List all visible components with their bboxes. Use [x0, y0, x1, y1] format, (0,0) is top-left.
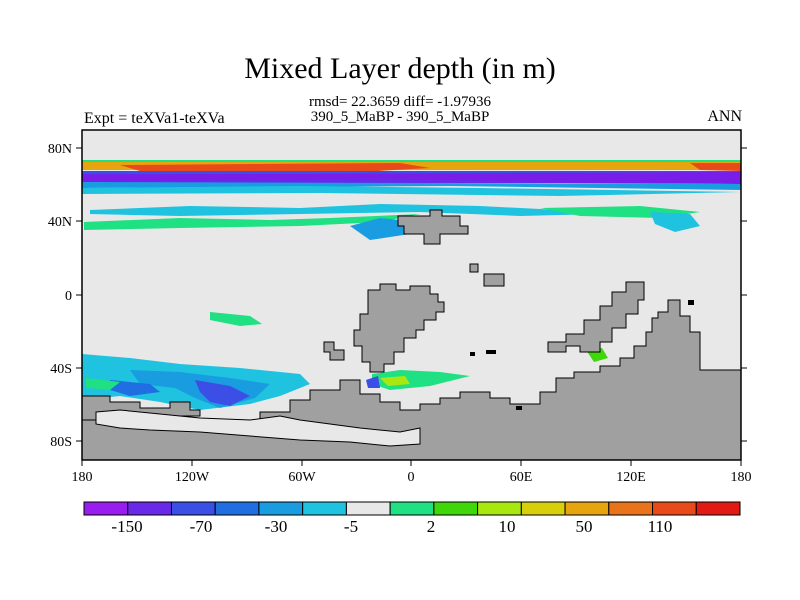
midlat-blue-right [650, 212, 700, 232]
land-small-island-2 [469, 263, 479, 273]
colorbar-swatch [83, 501, 129, 516]
south-darkblue-left [110, 380, 160, 396]
island-dot [470, 352, 475, 356]
lat-tick-label: 40S [50, 362, 72, 377]
colorbar-label: -70 [190, 517, 213, 536]
south-cyan-small [290, 374, 304, 386]
north-cyan-lower [82, 186, 741, 196]
colorbar-label: -150 [111, 517, 142, 536]
colorbar-labels: -150 -70 -30 -5 2 10 50 110 [111, 517, 672, 536]
colorbar-swatch [477, 501, 522, 516]
tropical-green-patch [210, 312, 262, 326]
colorbar-swatch [608, 501, 654, 516]
colorbar-swatch [520, 501, 566, 516]
lat-tick-label: 40N [48, 215, 72, 230]
lon-tick-label: 120W [175, 470, 210, 485]
case-text: 390_5_MaBP - 390_5_MaBP [310, 109, 490, 125]
ocean-gap-shape [95, 409, 421, 447]
colorbar-swatch [170, 501, 216, 516]
colorbar-swatch [258, 501, 304, 516]
colorbar [83, 501, 741, 516]
lon-tick-label: 180 [72, 470, 93, 485]
north-purple-band [82, 174, 741, 183]
south-darkblue-core [195, 380, 250, 406]
lon-tick-label: 60W [288, 470, 316, 485]
colorbar-label: -5 [344, 517, 358, 536]
lon-tick-label: 180 [731, 470, 752, 485]
colorbar-label: 10 [499, 517, 516, 536]
north-red-band-east [690, 163, 741, 171]
colorbar-swatch [127, 501, 172, 516]
colorbar-swatch [214, 501, 260, 516]
lon-tick-label: 120E [616, 470, 646, 485]
south-yellow-atlantic [380, 376, 410, 386]
land-small-island-1 [483, 273, 505, 287]
south-blue-atlantic [366, 376, 380, 388]
colorbar-label: 50 [576, 517, 593, 536]
north-blue-lower [82, 182, 741, 190]
lon-tick-label: 60E [510, 470, 533, 485]
colorbar-swatch [564, 501, 610, 516]
colorbar-label: 110 [648, 517, 673, 536]
land-north-europe [397, 209, 469, 245]
map-title: Mixed Layer depth (in m) [244, 52, 556, 85]
colorbar-swatch [652, 501, 697, 516]
island-dot [688, 300, 694, 305]
lon-axis: 180 120W 60W 0 60E 120E 180 [72, 460, 752, 485]
lat-axis: 80N 40N 0 40S 80S [48, 142, 747, 450]
lat-tick-label: 80N [48, 142, 72, 157]
north-cyan-strip [90, 204, 600, 216]
colorbar-swatch [345, 501, 391, 516]
antarctic-ocean-gap [95, 409, 421, 447]
island-dot [486, 350, 496, 354]
island-dot [516, 406, 522, 410]
colorbar-swatch [389, 501, 435, 516]
land-black-dots [470, 300, 694, 410]
land-south-america [353, 283, 445, 373]
midlat-green-strip [84, 214, 420, 230]
south-green-left [86, 378, 120, 390]
north-purple-core [82, 172, 741, 184]
stats-line: rmsd= 22.3659 diff= -1.97936 390_5_MaBP … [0, 95, 800, 125]
map-panel [81, 129, 742, 461]
rmsd-diff-text: rmsd= 22.3659 diff= -1.97936 [308, 94, 492, 110]
colorbar-swatch [433, 501, 479, 516]
colorbar-label: 2 [427, 517, 436, 536]
field-contours [82, 160, 741, 410]
lon-tick-label: 0 [408, 470, 415, 485]
season-label: ANN [707, 108, 742, 125]
land-central-america [323, 341, 345, 361]
colorbar-swatch [695, 501, 741, 516]
land-africa [547, 281, 645, 353]
north-red-band [120, 163, 430, 172]
experiment-label: Expt = teXVa1-teXVa [84, 110, 225, 127]
lat-tick-label: 0 [65, 289, 72, 304]
lat-tick-label: 80S [50, 435, 72, 450]
colorbar-label: -30 [265, 517, 288, 536]
colorbar-swatch [302, 501, 347, 516]
